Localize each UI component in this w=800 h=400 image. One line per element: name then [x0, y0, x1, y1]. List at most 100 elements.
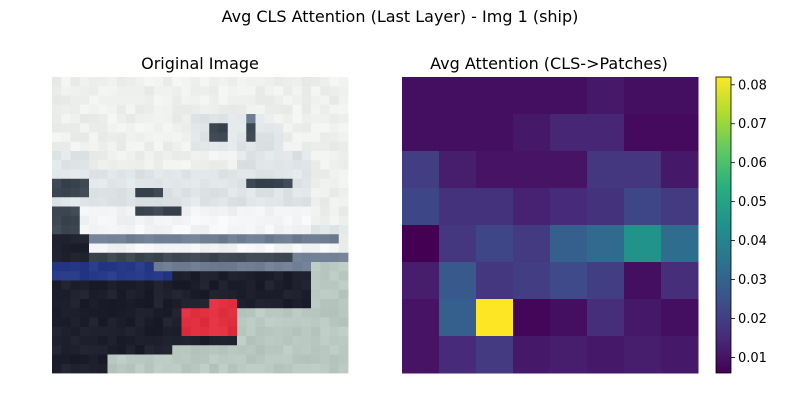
- image-pixel: [246, 104, 256, 115]
- image-pixel: [218, 114, 229, 124]
- image-pixel: [338, 197, 349, 207]
- image-pixel: [311, 123, 321, 133]
- heatmap-cell-r6-c6: [624, 299, 662, 337]
- image-pixel: [274, 151, 284, 161]
- image-pixel: [181, 215, 192, 226]
- image-pixel: [126, 104, 136, 115]
- image-pixel: [227, 114, 238, 124]
- image-pixel: [126, 206, 136, 217]
- image-pixel: [311, 114, 321, 124]
- image-pixel: [292, 123, 303, 133]
- image-pixel: [255, 234, 266, 244]
- image-pixel: [172, 336, 182, 346]
- image-pixel: [246, 151, 256, 161]
- image-pixel: [218, 104, 229, 115]
- image-pixel: [320, 234, 330, 244]
- image-pixel: [126, 132, 136, 143]
- image-pixel: [116, 225, 127, 235]
- image-pixel: [107, 317, 118, 328]
- image-pixel: [61, 215, 71, 226]
- image-pixel: [227, 252, 238, 263]
- image-pixel: [200, 252, 210, 263]
- image-pixel: [144, 317, 155, 328]
- image-pixel: [79, 271, 90, 281]
- image-pixel: [181, 326, 192, 337]
- image-pixel: [163, 326, 173, 337]
- heatmap-cell-r2-c4: [550, 151, 588, 189]
- image-pixel: [181, 197, 192, 207]
- image-pixel: [227, 280, 238, 291]
- image-pixel: [311, 262, 321, 272]
- image-pixel: [52, 299, 62, 309]
- image-pixel: [227, 215, 238, 226]
- image-pixel: [227, 188, 238, 198]
- image-pixel: [126, 299, 136, 309]
- image-pixel: [283, 215, 293, 226]
- image-pixel: [107, 289, 118, 300]
- image-pixel: [320, 354, 330, 365]
- image-pixel: [52, 336, 62, 346]
- image-pixel: [89, 188, 99, 198]
- image-pixel: [264, 317, 275, 328]
- image-pixel: [338, 225, 349, 235]
- image-pixel: [144, 151, 155, 161]
- image-pixel: [172, 280, 182, 291]
- image-pixel: [135, 326, 145, 337]
- image-pixel: [311, 289, 321, 300]
- image-pixel: [329, 123, 340, 133]
- image-pixel: [172, 188, 182, 198]
- heatmap-cell-r5-c2: [476, 262, 514, 300]
- image-pixel: [320, 289, 330, 300]
- heatmap-cell-r2-c0: [402, 151, 440, 189]
- image-pixel: [311, 336, 321, 346]
- image-pixel: [126, 77, 136, 87]
- image-pixel: [181, 160, 192, 170]
- image-pixel: [144, 197, 155, 207]
- image-pixel: [190, 104, 201, 115]
- image-pixel: [237, 178, 247, 189]
- image-pixel: [338, 336, 349, 346]
- image-pixel: [338, 326, 349, 337]
- image-pixel: [218, 86, 229, 96]
- image-pixel: [116, 188, 127, 198]
- image-pixel: [274, 308, 284, 318]
- image-pixel: [52, 280, 62, 291]
- heatmap-cell-r3-c1: [439, 188, 477, 226]
- heatmap-cell-r6-c7: [661, 299, 699, 337]
- image-pixel: [329, 354, 340, 365]
- image-pixel: [264, 354, 275, 365]
- image-pixel: [116, 77, 127, 87]
- image-pixel: [61, 271, 71, 281]
- image-pixel: [274, 141, 284, 152]
- image-pixel: [153, 123, 164, 133]
- image-pixel: [301, 243, 312, 254]
- image-pixel: [61, 132, 71, 143]
- image-pixel: [246, 141, 256, 152]
- image-pixel: [181, 178, 192, 189]
- image-pixel: [52, 243, 62, 254]
- image-pixel: [274, 345, 284, 355]
- image-pixel: [116, 123, 127, 133]
- image-pixel: [98, 326, 108, 337]
- image-pixel: [181, 280, 192, 291]
- image-pixel: [190, 206, 201, 217]
- image-pixel: [98, 215, 108, 226]
- image-pixel: [52, 123, 62, 133]
- image-pixel: [116, 86, 127, 96]
- image-pixel: [190, 95, 201, 106]
- image-pixel: [274, 95, 284, 106]
- image-pixel: [329, 317, 340, 328]
- image-pixel: [227, 326, 238, 337]
- image-pixel: [209, 326, 219, 337]
- image-pixel: [144, 326, 155, 337]
- image-pixel: [264, 262, 275, 272]
- image-pixel: [135, 354, 145, 365]
- image-pixel: [283, 225, 293, 235]
- heatmap-cell-r7-c7: [661, 336, 699, 374]
- image-pixel: [153, 280, 164, 291]
- image-pixel: [209, 206, 219, 217]
- image-pixel: [116, 206, 127, 217]
- image-pixel: [144, 114, 155, 124]
- heatmap-cell-r6-c1: [439, 299, 477, 337]
- heatmap-cell-r4-c5: [587, 225, 625, 263]
